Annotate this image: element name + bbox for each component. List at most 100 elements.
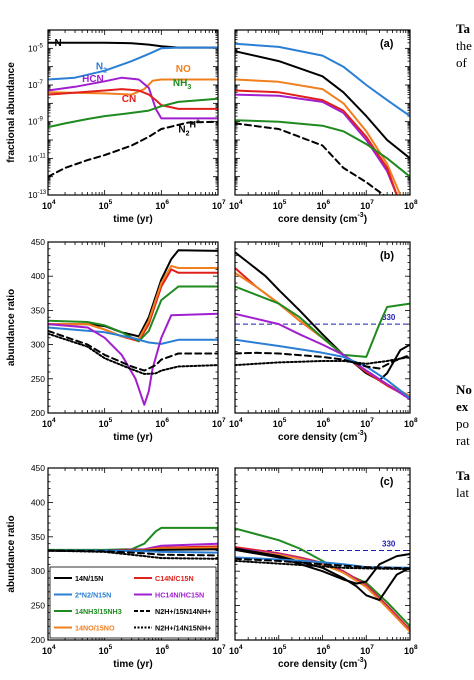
series-line-7 [235,557,410,570]
series-line-6 [235,351,410,370]
y-tick-label: 400 [31,271,45,281]
panel-c-density: 330 104 105 106 107 108 core density (cm-3) (c) [229,467,418,670]
x-tick-label: 105 [99,644,113,656]
x-tick-label: 104 [42,199,56,211]
x-tick-label: 104 [42,644,56,656]
y-tick-label: 400 [31,497,45,507]
y-tick-label: 10-11 [28,153,46,163]
side-text-block-3: Ta lat [456,467,470,501]
x-tick-label: 105 [99,199,113,211]
x-tick-label: 107 [212,199,226,211]
series-line-6 [235,556,410,569]
panel-b-time: 104 105 106 107 200 250 300 350 400 450 time (yr) a… [6,237,226,443]
x-tick-label: 104 [229,644,243,656]
panel-label: (c) [380,476,394,488]
y-tick-label: 10-13 [28,190,47,200]
series-group [48,41,218,178]
series-line-0 [235,42,410,118]
legend-label: C14N/C15N [155,574,194,583]
side-text-line: the [456,38,472,53]
plot-frame [47,467,219,641]
side-text-line: No [456,382,472,397]
x-axis-label: time (yr) [113,214,152,225]
series-line-5 [235,119,410,178]
y-tick-label: 200 [31,408,45,418]
series-line-5 [48,312,218,406]
series-line-8 [235,559,410,571]
side-text-line: lat [456,485,469,500]
series-group [235,251,410,401]
x-tick-label: 106 [317,417,331,429]
y-tick-label: 200 [31,635,45,645]
series-line-2 [48,264,218,341]
legend-box [49,566,217,639]
y-tick-label: 10-7 [28,80,43,90]
x-tick-label: 108 [404,417,418,429]
side-text-line: rat [456,433,470,448]
series-group [48,249,218,406]
legend-label: 14NH3/15NH3 [75,607,122,616]
side-text-block-2: No ex po rat [456,381,472,449]
x-tick-label: 108 [404,644,418,656]
y-tick-label: 350 [31,532,45,542]
series-group [48,526,218,560]
series-group [235,42,410,195]
x-axis-label: core density (cm-3) [278,657,367,670]
series-line-2 [48,78,218,96]
plot-frame [234,241,411,414]
series-line-1 [235,50,410,160]
reference-line-label: 330 [382,540,396,549]
x-tick-label: 107 [212,644,226,656]
series-line-5 [235,338,410,399]
x-tick-label: 106 [155,417,169,429]
legend: 14N/15N C14N/C15N 2*N2/N15N HC14N/HC15N 14NH… [49,566,217,639]
legend-label: 14NO/15NO [75,624,115,633]
series-line-5 [48,97,218,129]
legend-label: HC14N/HC15N [155,591,204,600]
x-tick-label: 105 [99,417,113,429]
x-axis-label: time (yr) [113,659,152,670]
y-tick-label: 350 [31,305,45,315]
series-line-6 [235,122,385,195]
side-text-block-1: Ta the of [456,20,472,71]
x-tick-label: 106 [155,644,169,656]
x-axis-label: core density (cm-3) [278,430,367,443]
plot-frame [47,241,219,414]
x-tick-label: 106 [155,199,169,211]
legend-label: N2H+/14N15NH+ [155,624,211,633]
y-tick-label: 10-9 [28,117,43,127]
x-tick-label: 107 [360,644,374,656]
x-axis-label: time (yr) [113,432,152,443]
y-tick-label: 450 [31,237,45,247]
series-line-0 [48,249,218,338]
series-line-7 [235,355,410,367]
y-axis-label: abundance ratio [6,515,17,592]
x-tick-label: 105 [273,644,287,656]
species-label: NH3 [173,78,191,91]
series-line-3 [48,285,218,343]
species-label: N [54,38,61,49]
x-tick-label: 104 [42,417,56,429]
legend-label: N2H+/15N14NH+ [155,607,211,616]
y-tick-label: 450 [31,463,45,473]
panel-c-time: 104 105 106 107 200 250 300 350 400 450 time (yr) a… [6,463,226,670]
legend-label: 2*N2/N15N [75,591,111,600]
side-text-line: of [456,55,467,70]
plot-frame [234,467,411,641]
side-text-line: Ta [456,21,470,36]
y-tick-label: 300 [31,566,45,576]
series-line-6 [48,120,218,178]
y-axis-label: abundance ratio [6,289,17,366]
x-axis-label: core density (cm-3) [278,212,367,225]
x-tick-label: 107 [212,417,226,429]
y-tick-label: 250 [31,601,45,611]
x-tick-label: 105 [273,417,287,429]
x-tick-label: 106 [317,199,331,211]
series-line-2 [235,78,402,195]
side-text-line: ex [456,399,469,414]
species-label: CN [122,94,136,105]
series-line-4 [235,312,410,401]
series-line-4 [48,326,218,345]
series-line-3 [235,548,410,633]
